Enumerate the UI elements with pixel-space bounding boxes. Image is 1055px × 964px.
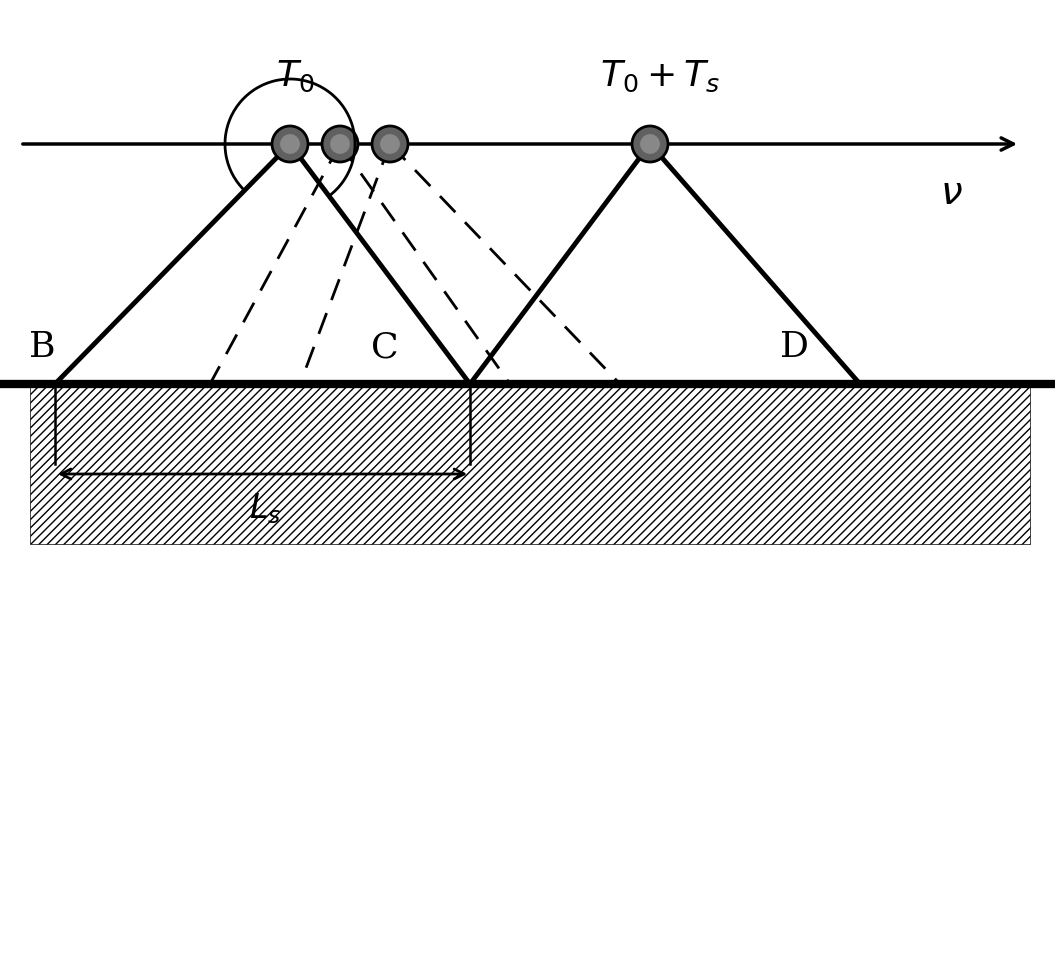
Circle shape bbox=[380, 134, 400, 154]
Bar bbox=[30, 384, 1030, 544]
Text: C: C bbox=[371, 330, 399, 364]
Circle shape bbox=[330, 134, 350, 154]
Circle shape bbox=[632, 126, 668, 162]
Text: $\nu$: $\nu$ bbox=[940, 175, 963, 212]
Text: B: B bbox=[28, 330, 55, 364]
Text: $T_0+T_s$: $T_0+T_s$ bbox=[600, 59, 721, 94]
Circle shape bbox=[372, 126, 408, 162]
Text: $T_0$: $T_0$ bbox=[275, 59, 314, 94]
Circle shape bbox=[322, 126, 358, 162]
Text: $L_s$: $L_s$ bbox=[249, 492, 281, 526]
Circle shape bbox=[272, 126, 308, 162]
Text: D: D bbox=[781, 330, 809, 364]
Circle shape bbox=[280, 134, 300, 154]
Circle shape bbox=[640, 134, 659, 154]
